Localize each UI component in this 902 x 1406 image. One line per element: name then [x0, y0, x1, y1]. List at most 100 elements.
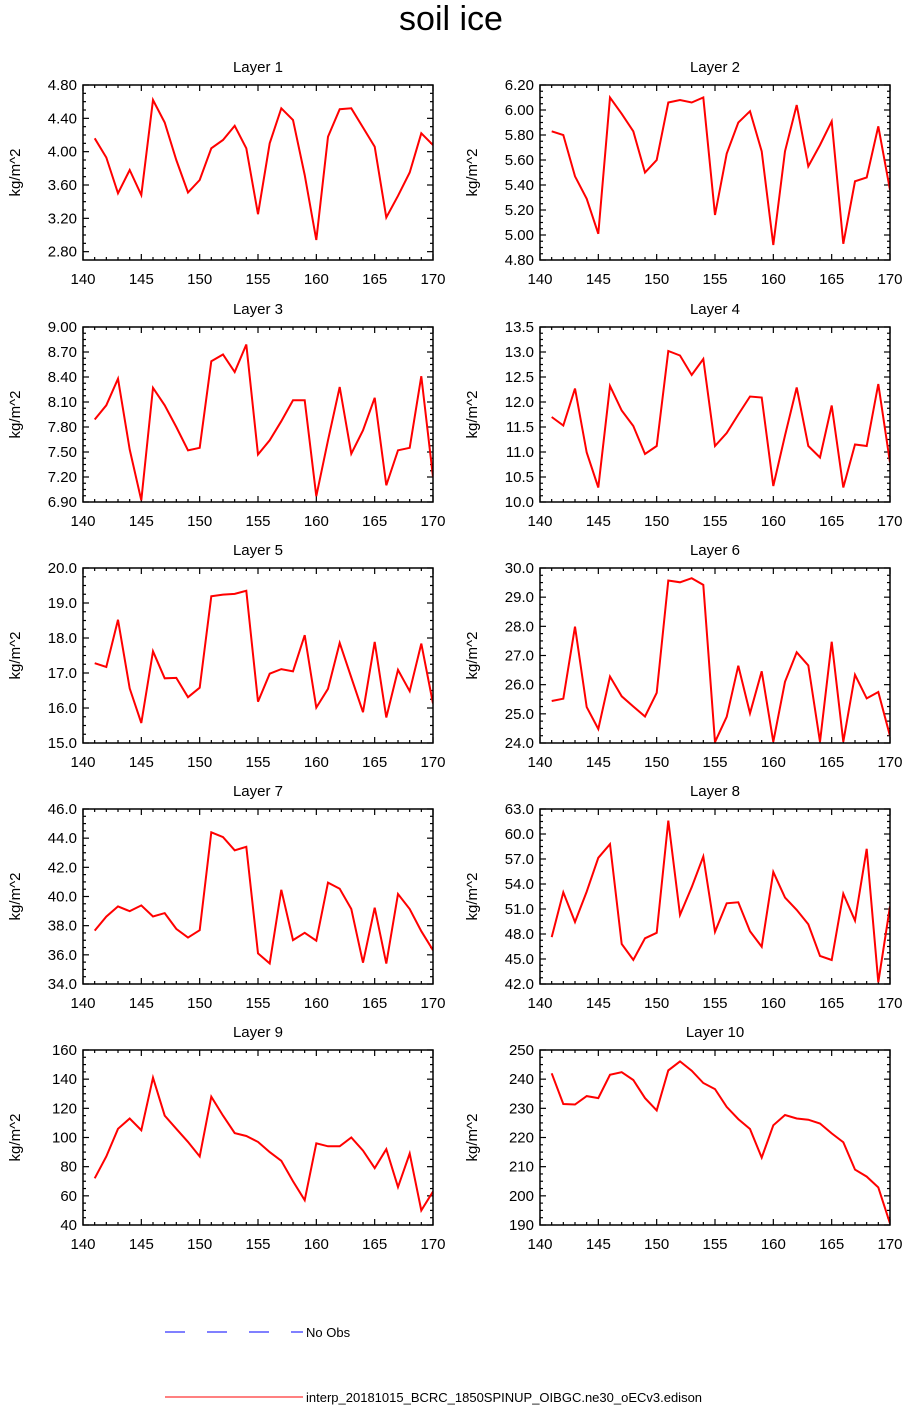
x-tick-label: 145 — [129, 271, 154, 288]
x-tick-label: 150 — [187, 995, 212, 1012]
y-tick-label: 2.80 — [48, 244, 77, 261]
x-tick-label: 145 — [586, 1236, 611, 1253]
y-tick-label: 17.0 — [48, 665, 77, 682]
x-tick-label: 160 — [304, 754, 329, 771]
y-tick-label: 54.0 — [505, 876, 534, 893]
y-tick-label: 190 — [509, 1217, 534, 1234]
x-tick-label: 160 — [761, 1236, 786, 1253]
x-tick-label: 170 — [877, 995, 902, 1012]
panel-9: Layer 9 40 60 80 100 120 140 160 140 145 150 155 160… — [7, 1024, 446, 1253]
panels: Layer 1 2.80 3.20 3.60 4.00 4.40 4.80 140 145 150… — [7, 59, 902, 1253]
y-tick-label: 40.0 — [48, 889, 77, 906]
plot-frame — [539, 808, 891, 985]
x-tick-label: 170 — [420, 1236, 445, 1253]
y-tick-label: 15.0 — [48, 735, 77, 752]
x-tick-label: 160 — [761, 513, 786, 530]
panel-title: Layer 3 — [233, 301, 283, 318]
figure-title: soil ice — [399, 0, 503, 38]
y-axis-label: kg/m^2 — [7, 1114, 24, 1162]
x-tick-label: 155 — [702, 271, 727, 288]
y-tick-label: 28.0 — [505, 618, 534, 635]
series-line — [551, 577, 890, 743]
x-tick-label: 150 — [644, 1236, 669, 1253]
series-line — [93, 96, 433, 241]
y-tick-label: 40 — [60, 1217, 77, 1234]
panel-3: Layer 3 6.90 7.20 7.50 7.80 8.10 8.40 8.70 9.00 1… — [7, 301, 446, 530]
y-tick-label: 60.0 — [505, 826, 534, 843]
y-tick-label: 7.20 — [48, 469, 77, 486]
y-tick-label: 250 — [509, 1042, 534, 1059]
x-tick-label: 170 — [420, 271, 445, 288]
plot-frame — [82, 1049, 434, 1226]
x-tick-label: 145 — [586, 513, 611, 530]
y-tick-label: 10.0 — [505, 494, 534, 511]
x-tick-label: 160 — [761, 995, 786, 1012]
y-tick-label: 11.5 — [506, 419, 534, 436]
y-tick-label: 4.80 — [505, 252, 534, 269]
series-line — [550, 820, 890, 983]
y-tick-label: 29.0 — [505, 589, 534, 606]
y-tick-label: 19.0 — [48, 595, 77, 612]
y-tick-label: 11.0 — [506, 444, 534, 461]
series-line — [551, 349, 890, 488]
y-axis-label: kg/m^2 — [464, 1114, 481, 1162]
plot-frame — [82, 84, 434, 261]
y-tick-label: 8.70 — [48, 344, 77, 361]
y-tick-label: 30.0 — [505, 560, 534, 577]
x-tick-label: 140 — [70, 271, 95, 288]
x-tick-label: 155 — [702, 1236, 727, 1253]
x-tick-label: 140 — [527, 754, 552, 771]
y-tick-label: 4.80 — [48, 77, 77, 94]
y-tick-label: 10.5 — [505, 469, 534, 486]
x-tick-label: 170 — [877, 513, 902, 530]
legend: No Obs interp_20181015_BCRC_1850SPINUP_O… — [165, 1325, 702, 1405]
y-tick-label: 210 — [509, 1159, 534, 1176]
y-axis-label: kg/m^2 — [464, 391, 481, 439]
panel-title: Layer 6 — [690, 542, 740, 559]
y-tick-label: 63.0 — [505, 801, 534, 818]
plot-frame — [539, 1049, 891, 1226]
series-line — [94, 589, 433, 724]
x-tick-label: 165 — [362, 1236, 387, 1253]
series-line — [551, 94, 890, 246]
panel-8: Layer 8 42.0 45.0 48.0 51.0 54.0 57.0 60.0 63.0 1… — [464, 783, 902, 1012]
y-tick-label: 4.00 — [48, 144, 77, 161]
series-line — [93, 830, 433, 966]
y-tick-label: 6.90 — [48, 494, 77, 511]
panel-title: Layer 2 — [690, 59, 740, 76]
x-tick-label: 160 — [304, 1236, 329, 1253]
y-tick-label: 5.00 — [505, 227, 534, 244]
y-tick-label: 57.0 — [505, 851, 534, 868]
y-tick-label: 16.0 — [48, 700, 77, 717]
panel-1: Layer 1 2.80 3.20 3.60 4.00 4.40 4.80 140 145 150… — [7, 59, 446, 288]
x-tick-label: 145 — [129, 754, 154, 771]
y-tick-label: 80 — [60, 1159, 77, 1176]
x-tick-label: 150 — [644, 754, 669, 771]
x-tick-label: 140 — [70, 995, 95, 1012]
y-tick-label: 13.5 — [505, 319, 534, 336]
y-tick-label: 12.5 — [505, 369, 534, 386]
y-tick-label: 8.40 — [48, 369, 77, 386]
plot-frame — [539, 567, 891, 744]
x-tick-label: 170 — [420, 754, 445, 771]
x-tick-label: 150 — [187, 271, 212, 288]
x-tick-label: 145 — [586, 754, 611, 771]
y-tick-label: 5.80 — [505, 127, 534, 144]
y-tick-label: 160 — [52, 1042, 77, 1059]
y-tick-label: 230 — [509, 1100, 534, 1117]
plot-frame — [539, 84, 891, 261]
y-tick-label: 5.40 — [505, 177, 534, 194]
panel-title: Layer 7 — [233, 783, 283, 800]
panel-10: Layer 10 190 200 210 220 230 240 250 140 145 150 15… — [464, 1024, 902, 1253]
x-tick-label: 165 — [362, 995, 387, 1012]
legend-model-label: interp_20181015_BCRC_1850SPINUP_OIBGC.ne… — [306, 1390, 702, 1405]
panel-7: Layer 7 34.0 36.0 38.0 40.0 42.0 44.0 46.0 140 14… — [7, 783, 446, 1012]
y-tick-label: 7.80 — [48, 419, 77, 436]
x-tick-label: 165 — [819, 513, 844, 530]
y-tick-label: 5.60 — [505, 152, 534, 169]
x-tick-label: 170 — [877, 754, 902, 771]
x-tick-label: 155 — [702, 995, 727, 1012]
panel-title: Layer 8 — [690, 783, 740, 800]
y-tick-label: 26.0 — [505, 677, 534, 694]
